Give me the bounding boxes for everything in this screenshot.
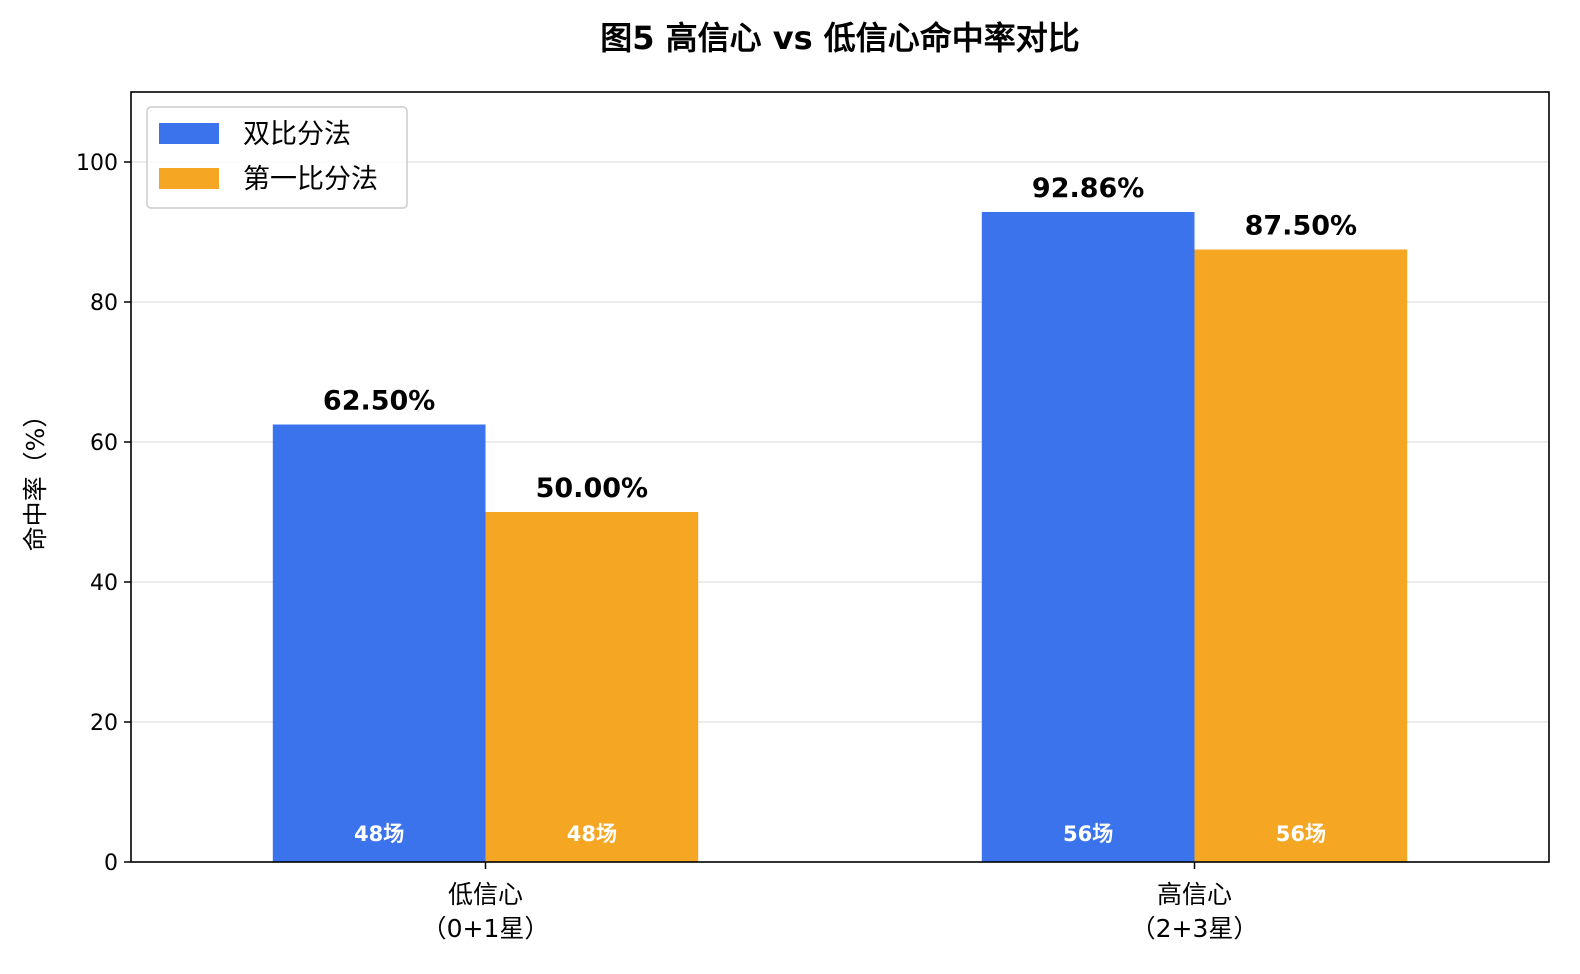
y-tick-label-40: 40 [90,571,118,596]
bar-layer [272,211,1408,863]
value-label-series-1-category-2: 92.86% [1032,173,1144,204]
legend-swatch-series-1 [159,123,219,144]
value-label-series-1-category-1: 62.50% [323,386,435,417]
y-axis-label: 命中率（%） [21,403,50,552]
axis-layer: 0 20 40 60 80 100 低信心 （0+1星） 高信心 （2+3星） [76,151,1258,943]
y-tick-label-100: 100 [76,151,118,176]
label-layer: 62.50% 48场 92.86% 56场 50.00% 48场 87.50% 56场 [323,173,1357,846]
legend-label-series-2: 第一比分法 [243,164,378,195]
bar-series-2-category-1 [485,512,699,862]
bar-series-2-category-2 [1194,249,1408,862]
x-category-label-1-line-1: （2+3星） [1131,914,1259,943]
y-tick-label-20: 20 [90,711,118,736]
legend-label-series-1: 双比分法 [243,119,351,150]
x-category-label-1-line-0: 高信心 [1157,880,1232,909]
y-tick-label-0: 0 [104,851,118,876]
bar-series-1-category-2 [981,211,1195,863]
plot-frame [130,91,1550,863]
y-tick-label-80: 80 [90,291,118,316]
bar-series-1-category-1 [272,424,486,862]
count-label-series-2-category-1: 48场 [567,822,617,846]
legend-swatch-series-2 [159,168,219,189]
y-tick-label-60: 60 [90,431,118,456]
x-category-label-0-line-0: 低信心 [448,880,523,909]
chart-title: 图5 高信心 vs 低信心命中率对比 [600,19,1080,57]
value-label-series-2-category-1: 50.00% [536,473,648,504]
count-label-series-2-category-2: 56场 [1276,822,1326,846]
x-category-label-0-line-1: （0+1星） [422,914,550,943]
value-label-series-2-category-2: 87.50% [1245,211,1357,242]
legend: 双比分法 第一比分法 [146,106,408,209]
count-label-series-1-category-1: 48场 [354,822,404,846]
count-label-series-1-category-2: 56场 [1063,822,1113,846]
